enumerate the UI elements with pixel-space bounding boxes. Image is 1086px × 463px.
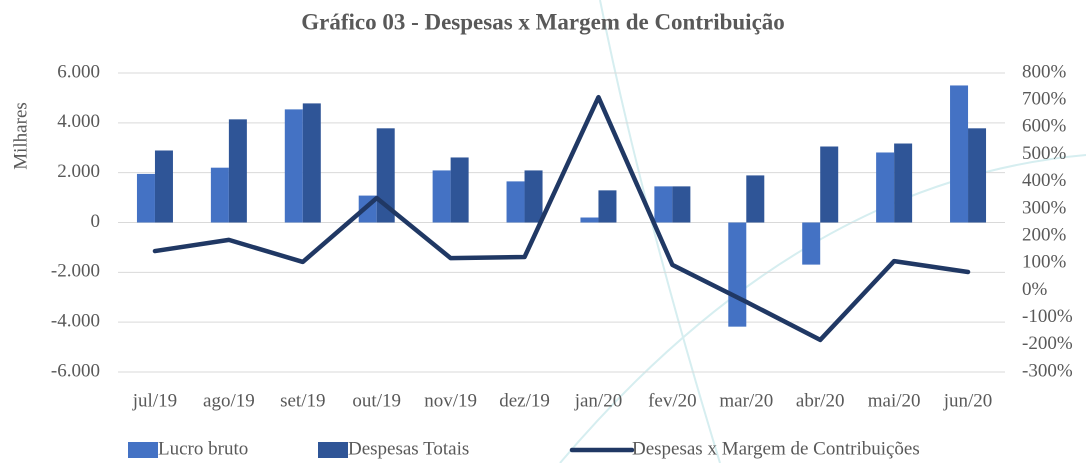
bar bbox=[672, 186, 691, 223]
y2-tick-label: 0% bbox=[1022, 279, 1048, 300]
bar bbox=[284, 109, 303, 223]
legend-label: Lucro bruto bbox=[158, 438, 248, 459]
x-tick-label: mar/20 bbox=[719, 390, 773, 411]
bar bbox=[302, 103, 321, 223]
line-series bbox=[152, 94, 971, 343]
y-tick-label: -6.000 bbox=[51, 360, 100, 381]
bar bbox=[524, 170, 543, 223]
bar bbox=[654, 186, 673, 223]
bar bbox=[802, 222, 821, 265]
bar bbox=[746, 175, 765, 223]
bar bbox=[136, 173, 155, 223]
y2-tick-label: 300% bbox=[1022, 197, 1067, 218]
y-tick-label: 0 bbox=[91, 211, 101, 232]
y2-tick-label: -300% bbox=[1022, 360, 1073, 381]
bar bbox=[598, 190, 617, 223]
bar bbox=[950, 85, 969, 223]
bar bbox=[876, 152, 895, 223]
x-tick-label: fev/20 bbox=[648, 390, 697, 411]
bar bbox=[728, 222, 747, 327]
y-tick-label: -2.000 bbox=[51, 261, 100, 282]
y2-tick-label: -200% bbox=[1022, 333, 1073, 354]
y2-tick-label: 200% bbox=[1022, 224, 1067, 245]
bar bbox=[894, 143, 913, 223]
legend-label: Despesas x Margem de Contribuições bbox=[632, 438, 920, 459]
y2-tick-label: 100% bbox=[1022, 252, 1067, 273]
bar bbox=[968, 128, 987, 223]
x-tick-label: nov/19 bbox=[424, 390, 477, 411]
bar bbox=[450, 157, 469, 223]
bar bbox=[210, 167, 229, 223]
y2-tick-label: 800% bbox=[1022, 61, 1067, 82]
y2-tick-label: -100% bbox=[1022, 306, 1073, 327]
y2-tick-label: 400% bbox=[1022, 170, 1067, 191]
y-axis-label: Milhares bbox=[10, 102, 31, 170]
y-tick-label: 2.000 bbox=[57, 161, 100, 182]
x-tick-label: dez/19 bbox=[499, 390, 550, 411]
x-tick-label: jan/20 bbox=[574, 390, 623, 411]
x-tick-label: jun/20 bbox=[943, 390, 993, 411]
bar bbox=[228, 119, 247, 223]
y-tick-label: 4.000 bbox=[57, 111, 100, 132]
x-tick-label: jul/19 bbox=[132, 390, 177, 411]
bar bbox=[506, 181, 525, 223]
x-tick-label: mai/20 bbox=[868, 390, 921, 411]
bar bbox=[580, 217, 599, 223]
y-tick-label: 6.000 bbox=[57, 61, 100, 82]
y2-tick-label: 600% bbox=[1022, 116, 1067, 137]
y-tick-label: -4.000 bbox=[51, 311, 100, 332]
legend-label: Despesas Totais bbox=[348, 438, 469, 459]
y2-tick-label: 700% bbox=[1022, 89, 1067, 110]
bar bbox=[154, 150, 173, 223]
x-tick-label: out/19 bbox=[352, 390, 401, 411]
y2-tick-label: 500% bbox=[1022, 143, 1067, 164]
bar bbox=[432, 170, 451, 223]
legend-swatch bbox=[128, 442, 158, 458]
legend-swatch bbox=[318, 442, 348, 458]
bar bbox=[820, 146, 839, 223]
chart-title: Gráfico 03 - Despesas x Margem de Contri… bbox=[301, 9, 785, 34]
x-tick-label: set/19 bbox=[280, 390, 325, 411]
x-tick-label: abr/20 bbox=[796, 390, 845, 411]
x-tick-label: ago/19 bbox=[203, 390, 255, 411]
